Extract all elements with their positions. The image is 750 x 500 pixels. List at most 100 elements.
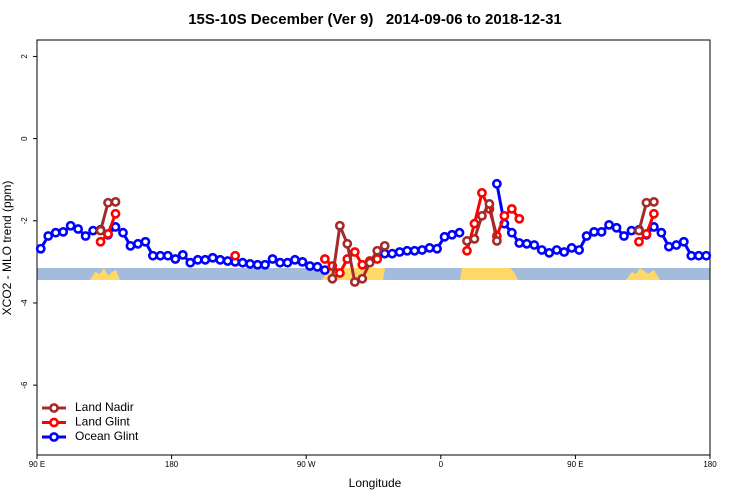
data-point [162,250,173,261]
y-tick-label: -6 [20,381,29,389]
data-point [424,243,435,253]
y-tick-label: 2 [20,54,29,59]
data-point [95,225,106,236]
legend-marker [49,417,59,428]
data-point [559,247,570,257]
data-point [641,229,652,239]
data-point [267,254,278,264]
data-point [290,254,300,265]
data-point [110,208,121,219]
data-point [185,257,196,268]
data-point [491,236,502,246]
data-point [663,241,674,252]
data-point [394,247,405,257]
data-point [237,257,248,268]
data-point [379,248,390,259]
legend-label: Land Glint [75,415,130,429]
data-point [357,273,368,284]
data-point [551,245,562,255]
data-point [544,247,555,258]
data-point [327,273,338,284]
data-point [155,250,166,261]
data-point [469,218,480,229]
data-point [417,245,428,255]
data-point [372,245,383,256]
x-tick-label: 180 [165,460,179,469]
land-band [460,268,518,280]
data-point [611,222,622,233]
data-point [73,224,84,234]
y-axis-label: XCO2 - MLO trend (ppm) [0,181,14,316]
data-point [319,254,330,264]
land-ocean-band [37,268,710,280]
chart-title: 15S-10S December (Ver 9) 2014-09-06 to 2… [188,11,562,28]
legend-label: Land Nadir [75,400,134,414]
data-point [282,257,293,268]
data-point [148,250,158,261]
data-point [215,254,226,265]
data-point [260,259,270,270]
data-point [514,213,525,224]
data-point [469,233,480,244]
data-point [693,250,704,261]
data-point [454,227,465,238]
data-point [634,236,644,247]
data-point [626,225,637,236]
x-tick-label: 90 E [567,460,583,469]
data-point [357,259,368,270]
data-point [58,226,69,237]
data-point [649,208,659,219]
data-point [170,254,181,264]
data-point [245,259,256,269]
data-point [177,249,188,260]
land-band [626,268,660,280]
data-point [641,197,652,208]
data-point [110,196,121,207]
y-tick-label: -2 [20,217,29,225]
data-point [402,245,413,256]
data-point [596,226,607,237]
data-point [477,187,487,198]
data-point [222,256,233,266]
data-point [574,245,585,255]
legend-marker [49,432,59,442]
data-point [634,225,644,236]
y-tick-label: 0 [20,136,29,141]
data-point [409,245,420,256]
data-point [230,250,241,261]
data-point [35,243,46,254]
data-point [439,231,450,242]
data-point [192,254,203,265]
data-point [297,256,308,267]
data-point [529,240,540,250]
data-point [678,236,689,247]
data-point [305,261,315,271]
data-point [334,268,345,278]
y-tick-label: -4 [20,299,29,307]
data-point [701,250,712,261]
data-point [200,254,211,265]
data-point [364,257,375,268]
data-point [43,231,54,241]
legend-label: Ocean Glint [75,429,139,443]
data-point [536,245,547,255]
x-tick-label: 90 E [29,460,45,469]
data-point [499,210,510,221]
data-point [521,238,532,249]
data-point [88,225,98,236]
data-point [649,196,659,207]
data-point [566,243,577,253]
data-point [65,220,76,231]
data-point [125,240,136,251]
data-point [514,238,525,248]
data-point [619,231,629,241]
data-point [275,257,285,268]
x-tick-label: 90 W [297,460,316,469]
data-point [118,227,128,238]
data-point [477,210,487,221]
data-point [462,245,472,256]
data-point [686,250,697,261]
data-point [491,178,502,189]
